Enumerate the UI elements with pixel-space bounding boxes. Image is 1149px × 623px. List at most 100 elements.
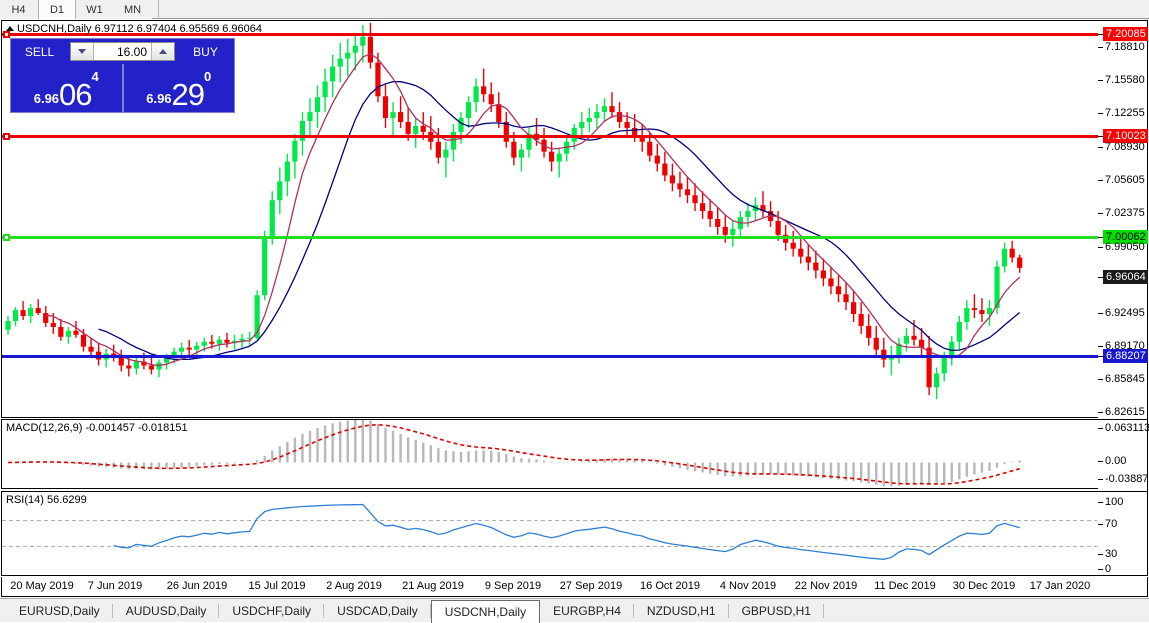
price-tick-label: 6.92495: [1105, 307, 1145, 319]
price-tick-label: 7.15580: [1105, 74, 1145, 86]
chart-tab-list: EURUSD,Daily AUDUSD,Daily USDCHF,Daily USDC…: [0, 599, 1149, 623]
macd-tick-label: 0.00: [1105, 455, 1127, 467]
price-tick-label: 6.82615: [1105, 406, 1145, 418]
rsi-tick-label: 70: [1105, 518, 1118, 530]
price-tick-label: 7.05605: [1105, 174, 1145, 186]
price-tick-mark: [1098, 313, 1103, 314]
macd-header: MACD(12,26,9) -0.001457 -0.018151: [6, 422, 188, 434]
price-scale[interactable]: 7.20085 7.18810 7.15580 7.12255 7.10023 7.089…: [1098, 20, 1149, 576]
date-axis-label: 2 Aug 2019: [326, 580, 382, 592]
scale-divider-macd: [1098, 419, 1148, 420]
chart-header: USDCNH,Daily 6.97112 6.97404 6.95569 6.9…: [6, 23, 262, 35]
sell-price-base: 6.96: [33, 91, 60, 106]
chart-tab-gbpusd-h1[interactable]: GBPUSD,H1: [729, 599, 825, 623]
rsi-header: RSI(14) 56.6299: [6, 494, 87, 506]
chart-tab-usdcnh-daily[interactable]: USDCNH,Daily: [430, 600, 541, 623]
volume-decrease-button[interactable]: [71, 43, 94, 60]
price-tick-label: 6.99050: [1105, 241, 1145, 253]
timeframe-tab-list: H4 D1 W1 MN: [0, 0, 1149, 19]
price-label-red: 7.20085: [1103, 27, 1148, 41]
volume-input[interactable]: 16.00: [94, 43, 151, 60]
macd-tick-mark: [1098, 428, 1103, 429]
price-tick-mark: [1098, 277, 1103, 278]
sell-price-display[interactable]: 6.96 06 4: [11, 64, 122, 112]
rsi-plot: [2, 503, 1097, 560]
date-axis-label: 27 Sep 2019: [559, 580, 623, 592]
timeframe-tab-d1[interactable]: D1: [38, 0, 76, 19]
rsi-tick-mark: [1098, 502, 1103, 503]
chevron-down-icon: [78, 49, 86, 54]
buy-price-big: 29: [171, 76, 205, 112]
buy-price-base: 6.96: [146, 91, 172, 106]
price-tick-mark: [1098, 180, 1103, 181]
date-axis-label: 16 Oct 2019: [640, 580, 700, 592]
chart-tab-eurusd-daily[interactable]: EURUSD,Daily: [6, 599, 113, 623]
toolbar-separator: [158, 0, 159, 19]
price-label-red: 7.10023: [1103, 129, 1148, 143]
date-axis[interactable]: 20 May 2019 7 Jun 2019 26 Jun 2019 15 Jul 2…: [1, 577, 1148, 597]
date-axis-label: 7 Jun 2019: [87, 580, 143, 592]
chart-tab-nzdusd-h1[interactable]: NZDUSD,H1: [634, 599, 729, 623]
rsi-tick-label: 100: [1105, 496, 1124, 508]
price-tick-label: 7.02375: [1105, 207, 1145, 219]
price-tick-mark: [1098, 247, 1103, 248]
level-anchor-pivot-green[interactable]: [3, 234, 10, 241]
price-tick-mark: [1098, 379, 1103, 380]
price-tick-mark: [1098, 113, 1103, 114]
buy-button[interactable]: BUY: [177, 39, 234, 64]
date-axis-label: 20 May 2019: [10, 580, 74, 592]
sell-button[interactable]: SELL: [11, 39, 68, 64]
rsi-tick-mark: [1098, 554, 1103, 555]
price-tick-label: 6.85845: [1105, 373, 1145, 385]
date-axis-label: 4 Nov 2019: [719, 580, 777, 592]
chevron-up-icon: [159, 49, 167, 54]
volume-increase-button[interactable]: [151, 43, 174, 60]
octp-quotes-row: 6.96 06 4 6.96 29 0: [11, 64, 234, 112]
level-line-pivot-green[interactable]: [2, 236, 1098, 239]
price-label-black: 6.96064: [1103, 270, 1148, 284]
sell-price-big: 06: [59, 76, 92, 112]
macd-tick-mark: [1098, 479, 1103, 480]
rsi-tick-label: 0: [1105, 563, 1112, 575]
date-axis-label: 30 Dec 2019: [952, 580, 1016, 592]
chart-area: USDCNH,Daily 6.97112 6.97404 6.95569 6.9…: [0, 19, 1149, 598]
level-line-support-blue[interactable]: [2, 355, 1098, 358]
macd-indicator-pane[interactable]: MACD(12,26,9) -0.001457 -0.018151: [1, 419, 1098, 489]
price-tick-mark: [1098, 356, 1103, 357]
date-axis-label: 9 Sep 2019: [484, 580, 542, 592]
chart-header-text: USDCNH,Daily 6.97112 6.97404 6.95569 6.9…: [17, 23, 263, 35]
price-tick-mark: [1098, 47, 1103, 48]
octp-controls-row: SELL 16.00 BUY: [11, 39, 234, 64]
chart-tab-usdcad-daily[interactable]: USDCAD,Daily: [324, 599, 431, 623]
volume-stepper[interactable]: 16.00: [70, 42, 175, 61]
macd-tick-label: 0.063113: [1105, 422, 1149, 434]
price-tick-mark: [1098, 136, 1103, 137]
one-click-trading-panel[interactable]: SELL 16.00 BUY 6.96 06 4 6.96 29 0: [10, 38, 235, 113]
macd-tick-label: -0.038872: [1105, 473, 1149, 485]
macd-plot: [7, 420, 1021, 487]
level-line-resistance-upper[interactable]: [2, 33, 1098, 36]
buy-price-display[interactable]: 6.96 29 0: [121, 64, 235, 112]
level-anchor-resistance-mid[interactable]: [3, 133, 10, 140]
price-tick-label: 7.12255: [1105, 107, 1145, 119]
price-tick-mark: [1098, 147, 1103, 148]
date-axis-label: 11 Dec 2019: [874, 580, 936, 592]
date-axis-label: 26 Jun 2019: [166, 580, 228, 592]
chart-tab-eurgbp-h4[interactable]: EURGBP,H4: [540, 599, 634, 623]
price-label-blue: 6.88207: [1103, 349, 1148, 363]
macd-tick-mark: [1098, 461, 1103, 462]
price-tick-mark: [1098, 34, 1103, 35]
chart-tab-usdchf-daily[interactable]: USDCHF,Daily: [219, 599, 324, 623]
level-line-resistance-mid[interactable]: [2, 135, 1098, 138]
collapse-triangle-icon[interactable]: [6, 26, 14, 31]
price-tick-mark: [1098, 237, 1103, 238]
rsi-tick-label: 30: [1105, 548, 1118, 560]
timeframe-tab-mn[interactable]: MN: [114, 0, 152, 19]
chart-tab-audusd-daily[interactable]: AUDUSD,Daily: [113, 599, 220, 623]
timeframe-tab-h4[interactable]: H4: [0, 0, 38, 19]
level-anchor-resistance-upper[interactable]: [3, 31, 10, 38]
rsi-indicator-pane[interactable]: RSI(14) 56.6299: [1, 491, 1098, 576]
price-tick-label: 7.18810: [1105, 41, 1145, 53]
price-tick-mark: [1098, 412, 1103, 413]
timeframe-tab-w1[interactable]: W1: [76, 0, 114, 19]
